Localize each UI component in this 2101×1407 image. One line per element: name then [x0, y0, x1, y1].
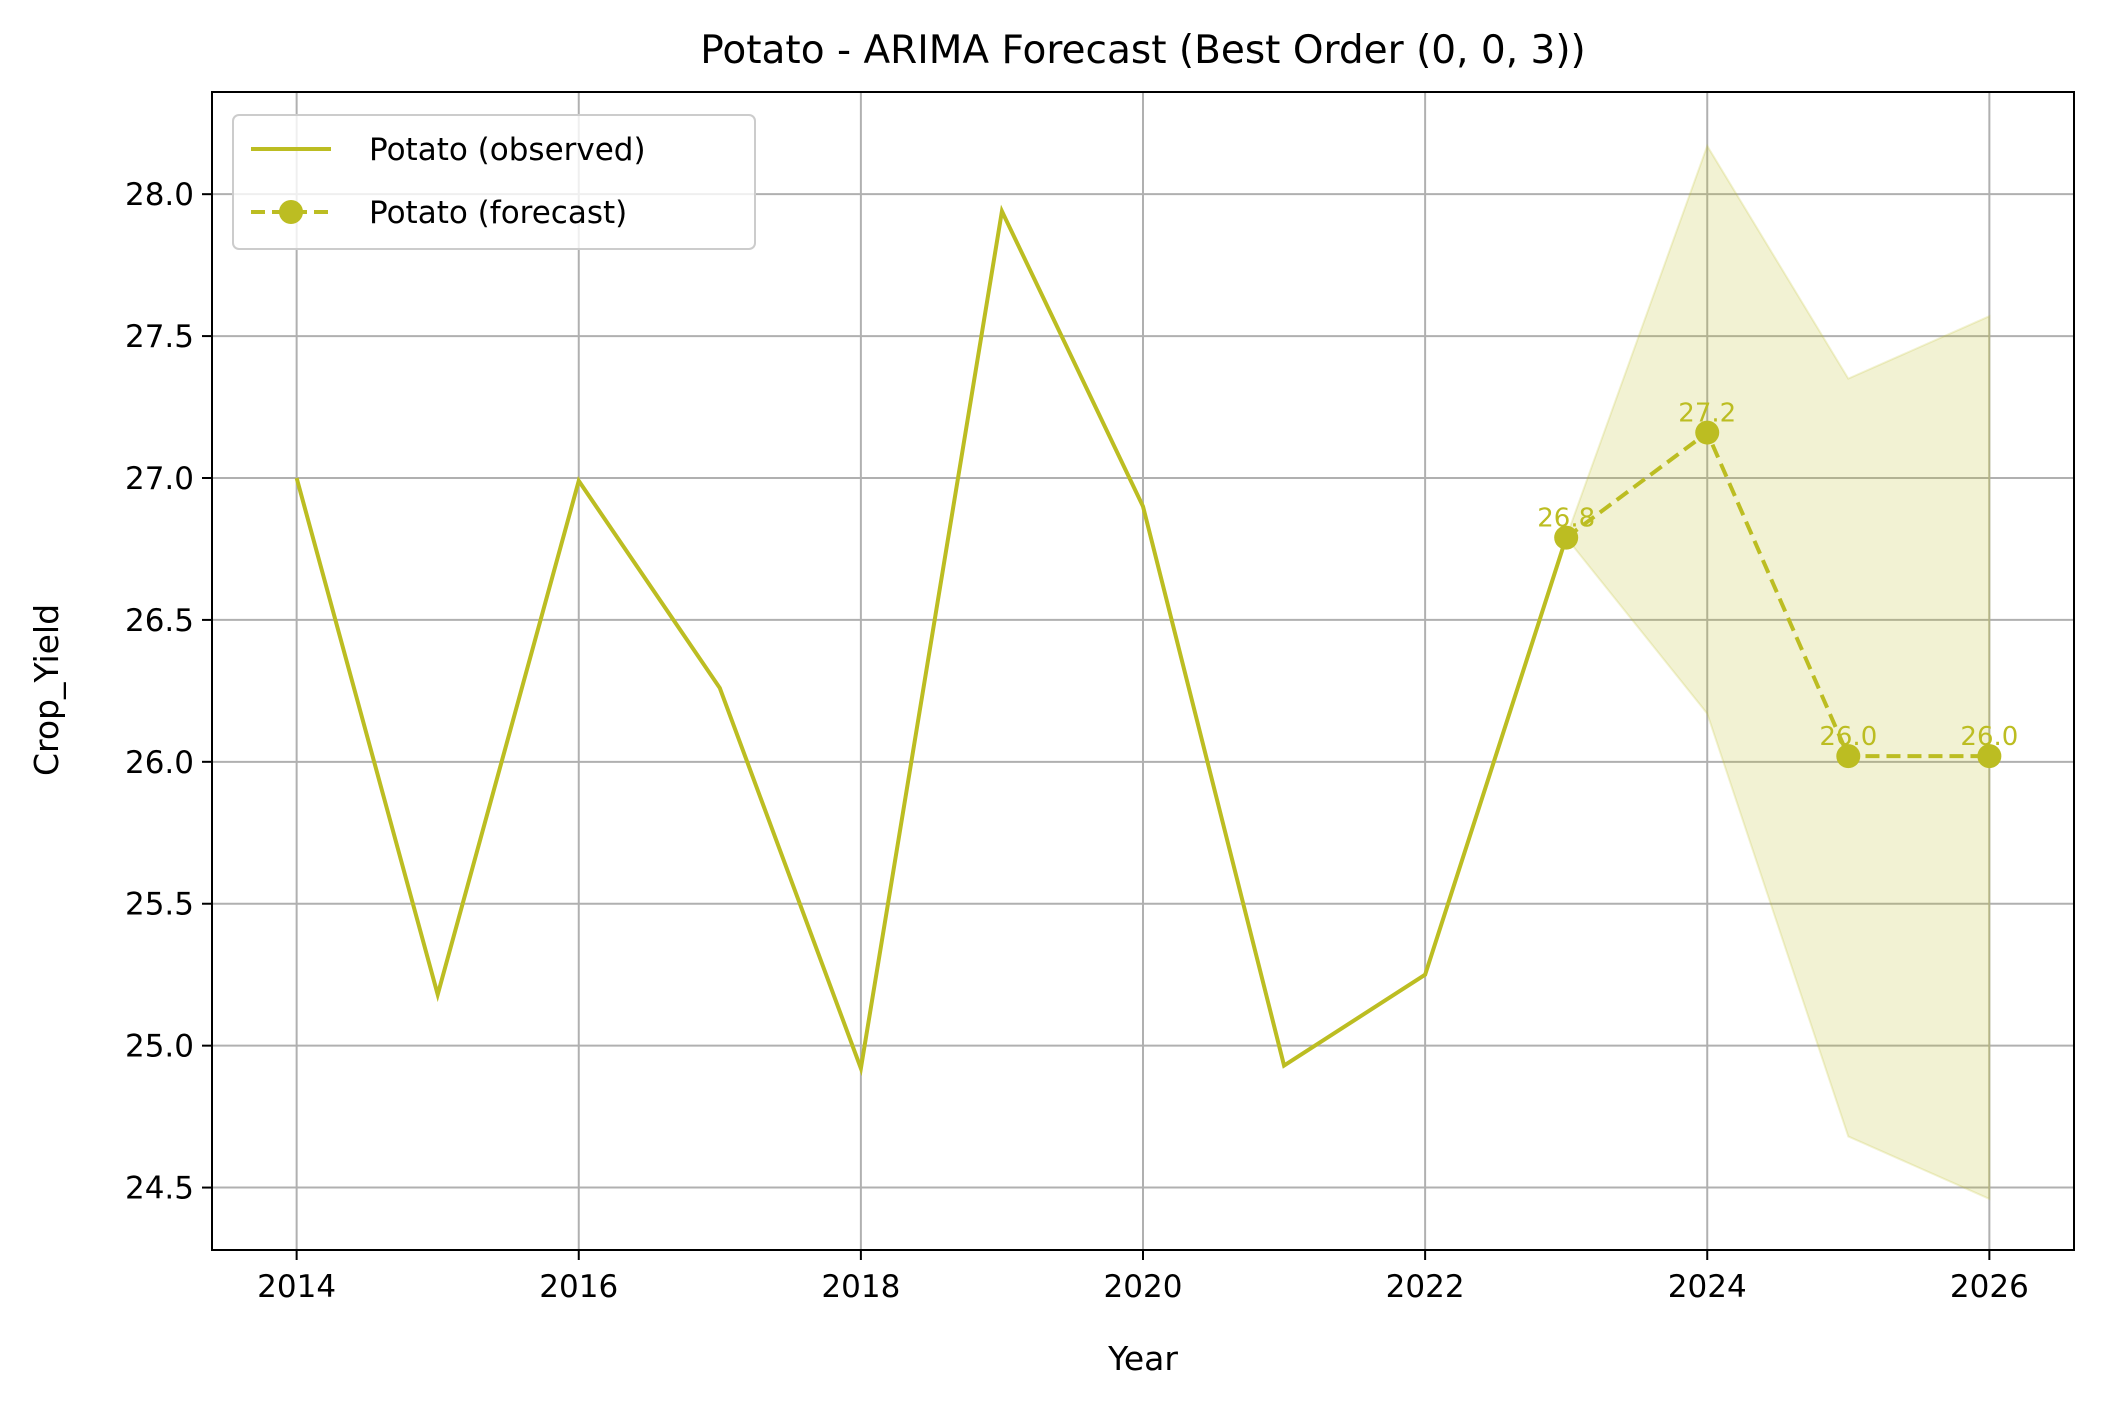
- legend-box: [232, 114, 756, 250]
- y-axis-label: Crop_Yield: [27, 604, 66, 776]
- forecast-data-label: 26.0: [1819, 722, 1877, 752]
- tick-layer: 2014 2016 2018 2020 2022 2024 2026 24.5 25.0 25.5…: [125, 177, 2029, 1305]
- x-tick-label: 2024: [1668, 1269, 1747, 1305]
- x-tick-label: 2014: [257, 1269, 336, 1305]
- legend: Potato (observed) Potato (forecast): [232, 114, 756, 250]
- forecast-point: [1554, 525, 1579, 550]
- x-tick-label: 2020: [1104, 1269, 1183, 1305]
- x-tick-label: 2018: [821, 1269, 900, 1305]
- legend-forecast-marker: [279, 200, 303, 224]
- chart-title: Potato - ARIMA Forecast (Best Order (0, …: [700, 28, 1586, 73]
- forecast-point: [1695, 420, 1720, 445]
- y-tick-label: 26.5: [125, 603, 194, 639]
- y-tick-label: 25.0: [125, 1029, 194, 1065]
- x-tick-label: 2016: [539, 1269, 618, 1305]
- y-tick-label: 24.5: [125, 1171, 194, 1207]
- x-tick-label: 2026: [1950, 1269, 2029, 1305]
- forecast-data-label: 26.0: [1960, 722, 2018, 752]
- y-tick-label: 28.0: [125, 177, 194, 213]
- legend-forecast-label: Potato (forecast): [369, 195, 627, 231]
- forecast-point: [1836, 744, 1861, 769]
- series-layer: [294, 204, 2002, 1077]
- grid: [212, 92, 2074, 1250]
- data-label-layer: 26.8 27.2 26.0 26.0: [1537, 399, 2018, 753]
- forecast-data-label: 26.8: [1537, 504, 1595, 534]
- series-line-observed: [294, 204, 1569, 1077]
- y-tick-label: 27.0: [125, 461, 194, 497]
- y-tick-label: 25.5: [125, 887, 194, 923]
- series-line-forecast: [1564, 429, 1990, 759]
- legend-observed-label: Potato (observed): [369, 132, 646, 168]
- forecast-point: [1977, 744, 2002, 769]
- y-tick-label: 26.0: [125, 745, 194, 781]
- x-tick-label: 2022: [1386, 1269, 1465, 1305]
- x-axis-label: Year: [1107, 1339, 1178, 1378]
- y-tick-label: 27.5: [125, 319, 194, 355]
- forecast-data-label: 27.2: [1678, 399, 1736, 429]
